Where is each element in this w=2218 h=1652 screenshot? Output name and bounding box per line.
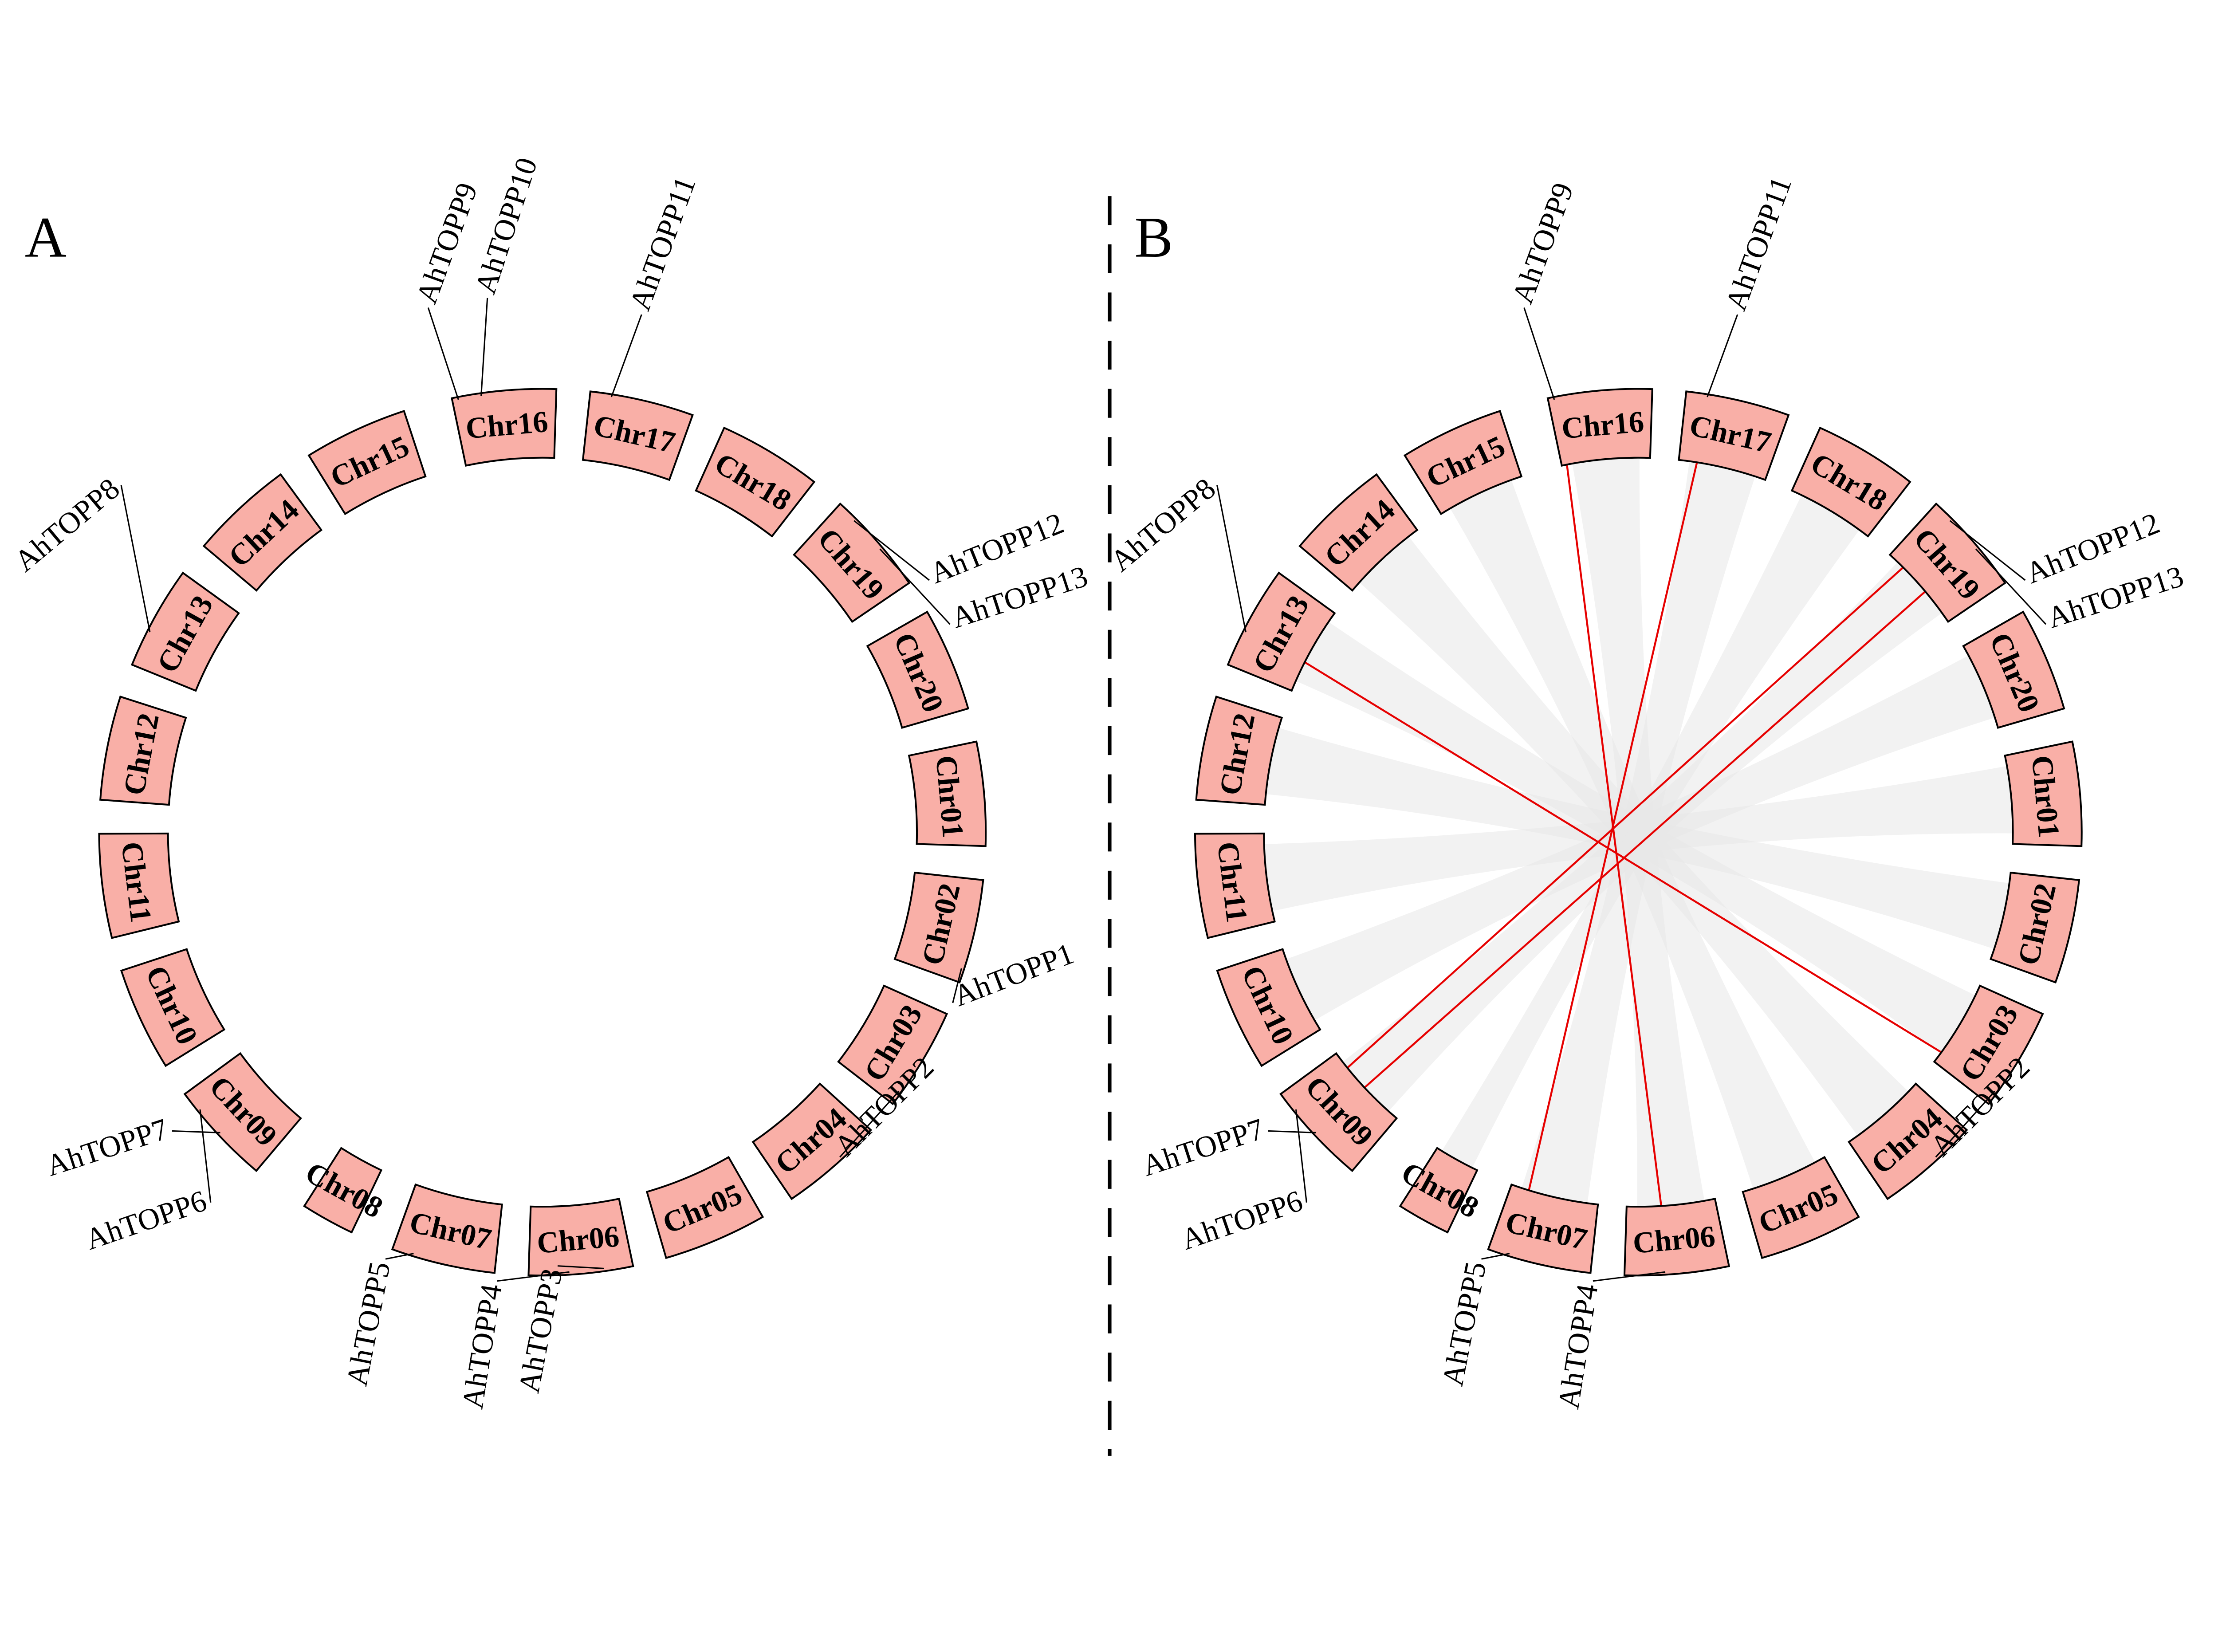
synteny-ribbons xyxy=(1264,457,2013,1207)
chromosome-segment xyxy=(893,871,984,984)
chromosome-segment xyxy=(837,984,948,1105)
gene-leader-line xyxy=(1593,1271,1666,1282)
gene-leader-line xyxy=(385,1253,414,1260)
chromosome-segment xyxy=(751,1082,873,1200)
gene-leader-line xyxy=(1949,520,2026,581)
chromosome-segment xyxy=(645,1156,764,1259)
chromosome-segment xyxy=(1194,832,1276,939)
chromosome-segment xyxy=(99,695,187,806)
gene-leader-line xyxy=(480,298,488,396)
panel-b-letter: B xyxy=(1134,206,1173,270)
gene-leader-line xyxy=(199,1109,212,1203)
duplication-link xyxy=(1304,661,1942,1054)
chromosome-segment xyxy=(130,571,240,692)
chromosome-segment xyxy=(1742,1156,1860,1259)
chromosome-segment xyxy=(1399,1147,1479,1234)
chromosome-segment xyxy=(1216,948,1321,1067)
chromosome-segment xyxy=(2004,740,2083,847)
chromosome-label: Chr06 xyxy=(535,1219,621,1260)
chromosome-segment xyxy=(391,1183,503,1274)
gene-leader-line xyxy=(120,485,151,633)
chromosome-segment xyxy=(183,1052,302,1172)
gene-leader-line xyxy=(1216,485,1247,633)
duplication-links xyxy=(1304,462,1942,1206)
gene-leader-line xyxy=(952,968,962,1003)
gene-leader-line xyxy=(1268,1130,1317,1133)
gene-leader-line xyxy=(610,314,642,397)
chromosome-label: Chr01 xyxy=(929,754,970,839)
gene-leader-line xyxy=(497,1271,570,1282)
chromosome-segment xyxy=(1933,984,2044,1105)
chromosome-segment xyxy=(451,388,558,467)
gene-leader-line xyxy=(557,1265,604,1270)
chromosome-segment xyxy=(202,473,323,592)
gene-leader-line xyxy=(1481,1253,1510,1260)
gene-leader-line xyxy=(1523,307,1555,400)
chromosome-segment xyxy=(1195,695,1283,806)
gene-leader-line xyxy=(1935,1090,1996,1158)
chromosome-segment xyxy=(307,410,427,515)
chromosome-segment xyxy=(1279,1052,1398,1172)
chromosome-label: Chr06 xyxy=(1632,1219,1717,1260)
chromosome-segment xyxy=(1298,473,1419,592)
chromosome-segment xyxy=(98,832,180,939)
chromosome-segment xyxy=(1990,871,2080,984)
panel-b: Chr16 Chr17Chr18Chr19Chr20Chr01Chr02Chr03… xyxy=(1104,172,2187,1411)
chromosome-segment xyxy=(303,1147,383,1234)
gene-leader-line xyxy=(172,1130,220,1133)
chromosome-segment xyxy=(866,610,970,729)
chromosome-label: Chr16 xyxy=(1560,405,1645,445)
chromosome-segment xyxy=(527,1197,634,1277)
chromosome-segment xyxy=(793,502,911,623)
gene-leader-line xyxy=(1295,1109,1307,1203)
chromosome-segment xyxy=(1546,388,1653,467)
chromosome-segment xyxy=(582,390,694,481)
chromosome-segment xyxy=(1962,610,2065,729)
gene-leader-line xyxy=(1707,314,1738,397)
gene-leader-line xyxy=(1975,548,2047,625)
chromosome-segment xyxy=(1888,502,2006,623)
gene-leader-line xyxy=(839,1090,900,1158)
chromosome-segment xyxy=(695,426,816,538)
chromosome-segment xyxy=(908,740,987,847)
duplication-link xyxy=(1528,462,1698,1191)
chromosome-segment xyxy=(1623,1197,1730,1277)
gene-leader-line xyxy=(427,307,459,400)
panel-a-letter: A xyxy=(25,206,67,270)
duplication-link xyxy=(1364,590,1926,1089)
chromosome-segment xyxy=(1848,1082,1968,1200)
chromosome-segment xyxy=(1487,1183,1599,1274)
chromosome-label: Chr01 xyxy=(2025,754,2066,839)
chromosome-segment xyxy=(1678,390,1790,481)
chromosome-label: Chr16 xyxy=(464,405,550,445)
gene-leader-line xyxy=(853,520,930,581)
chromosome-segment xyxy=(1227,571,1336,692)
duplication-link xyxy=(1566,464,1663,1206)
synteny-ribbon xyxy=(1286,655,1995,1021)
chromosome-segment xyxy=(1403,410,1523,515)
chromosome-segment xyxy=(120,948,226,1067)
chromosome-segment xyxy=(1790,426,1911,538)
gene-leader-line xyxy=(879,548,951,625)
duplication-link xyxy=(1346,566,1904,1069)
